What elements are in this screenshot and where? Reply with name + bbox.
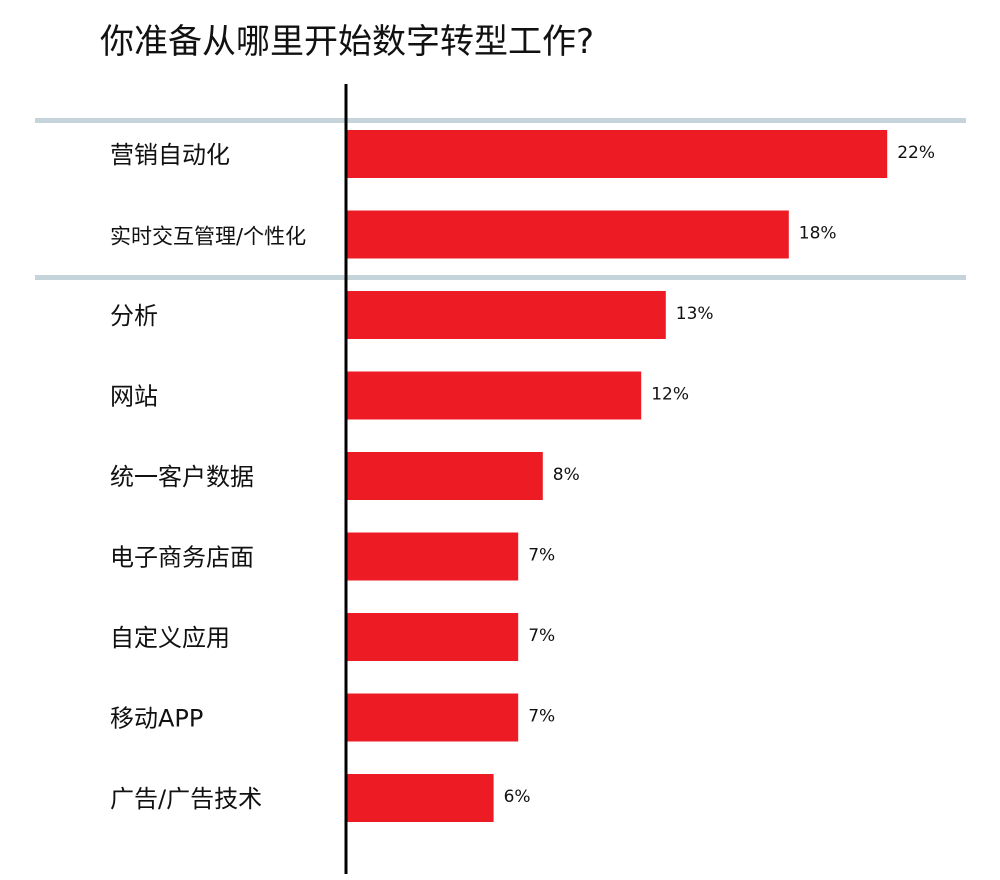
bar-3 (346, 291, 666, 339)
bar-7 (346, 613, 519, 661)
value-label: 18% (799, 224, 837, 244)
value-label: 7% (528, 707, 555, 727)
bar-8 (346, 693, 519, 742)
category-label: 电子商务店面 (110, 544, 254, 572)
value-label: 8% (553, 465, 580, 485)
value-label: 13% (676, 304, 714, 324)
category-label: 广告/广告技术 (110, 785, 262, 813)
bar-9 (346, 774, 494, 822)
bar-5 (346, 452, 543, 500)
chart-title: 你准备从哪里开始数字转型工作? (100, 22, 595, 62)
bar-6 (346, 532, 519, 581)
value-label: 7% (528, 626, 555, 646)
category-label: 自定义应用 (110, 624, 230, 652)
category-label: 移动APP (110, 705, 203, 733)
category-label: 营销自动化 (110, 141, 230, 169)
value-label: 12% (651, 385, 689, 405)
bar-1 (346, 130, 888, 178)
category-label: 分析 (110, 302, 158, 330)
category-label: 实时交互管理/个性化 (110, 225, 306, 249)
group-divider-1 (35, 275, 966, 280)
value-label: 7% (528, 546, 555, 566)
bar-2 (346, 210, 789, 259)
value-label: 22% (897, 143, 935, 163)
category-label: 统一客户数据 (110, 463, 254, 491)
value-label: 6% (504, 787, 531, 807)
bar-4 (346, 371, 642, 420)
category-label: 网站 (110, 383, 158, 411)
group-divider-0 (35, 118, 966, 123)
